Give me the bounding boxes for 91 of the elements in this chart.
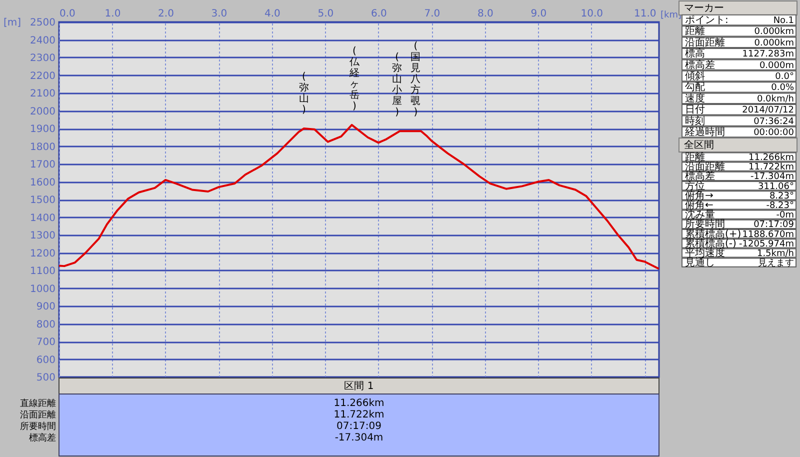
text: 標高差 (685, 170, 715, 182)
text: 俯角→ (685, 189, 714, 202)
y-tick-label: 600 (36, 354, 56, 366)
text: 沿面距離 (685, 36, 725, 48)
text: 0.000m (759, 60, 794, 71)
y-tick-label: 1000 (30, 284, 56, 295)
text: 07:17:09 (754, 220, 794, 230)
y-axis-title: [m] (4, 18, 22, 28)
text: マーカー (684, 3, 724, 14)
y-tick-label: 2000 (30, 106, 56, 118)
y-tick-label: 1400 (30, 212, 56, 224)
text: ポイント: (685, 15, 728, 26)
text: 07:17:09 (336, 421, 382, 432)
text: 所要時間 (685, 218, 725, 230)
y-tick-label: 900 (36, 302, 56, 312)
text: 8.23° (769, 191, 794, 202)
text: 11.722km (748, 162, 794, 173)
text: -0m (776, 210, 794, 221)
text: -8.23° (766, 201, 794, 211)
y-tick-label: 1900 (30, 124, 56, 135)
y-tick-label: 1200 (30, 248, 56, 260)
text: 傾斜 (685, 70, 705, 82)
text: 方位 (685, 180, 705, 192)
x-tick-label: 7.0 (424, 8, 440, 20)
y-tick-label: 2300 (30, 53, 56, 64)
y-tick-label: 1100 (30, 266, 56, 277)
text: 経過時間 (684, 126, 725, 138)
text: 速度 (685, 92, 705, 104)
text: -17.304m (750, 172, 794, 182)
text: 0.0° (775, 72, 794, 82)
text: 07:36:24 (754, 116, 794, 127)
text: 累積標高(+) (685, 228, 742, 240)
text: 1188.670m (742, 230, 794, 240)
y-tick-label: 2500 (30, 18, 56, 28)
text: 標高差 (29, 432, 56, 444)
y-tick-label: 2400 (30, 35, 56, 46)
text: 見通し (685, 256, 715, 269)
text: 距離 (685, 25, 705, 38)
text: 0.000km (754, 38, 794, 48)
text: 全区間 (684, 139, 714, 151)
text: 区間 1 (344, 381, 374, 392)
text: 11.266km (748, 153, 794, 163)
annotation: (弥山) (298, 72, 309, 116)
text: 11.266km (334, 398, 384, 409)
y-tick-label: 1500 (30, 195, 56, 206)
text: 所要時間 (20, 421, 56, 432)
text: 1.5km/h (756, 249, 794, 259)
y-tick-label: 1300 (30, 230, 56, 242)
y-tick-label: 2100 (30, 88, 56, 100)
text: 0.000km (754, 27, 794, 38)
y-tick-label: 1700 (30, 160, 56, 170)
x-tick-label: 10.0 (580, 8, 604, 20)
text: 1127.283m (742, 50, 794, 60)
text: 沿面距離 (20, 410, 56, 420)
y-tick-label: 1600 (30, 177, 56, 188)
text: 距離 (685, 151, 705, 163)
x-tick-label: 8.0 (477, 8, 494, 20)
text: 11.722km (334, 410, 384, 420)
y-tick-label: 2200 (30, 70, 56, 82)
text: 直線距離 (20, 398, 56, 409)
x-tick-label: 6.0 (370, 8, 387, 20)
text: 日付 (685, 104, 705, 116)
text: 見えます (758, 258, 794, 269)
text: -17.304m (334, 432, 384, 444)
text: 311.06° (758, 182, 794, 192)
x-tick-label: 1.0 (104, 8, 121, 20)
text: 標高差 (685, 58, 715, 71)
x-tick-label: 3.0 (211, 8, 228, 20)
text: 00:00:00 (754, 128, 794, 138)
x-tick-label: 0.0 (60, 8, 76, 20)
text: 平均速度 (685, 247, 725, 259)
x-tick-label: 2.0 (158, 8, 174, 20)
text: 0.0km/h (756, 94, 794, 104)
text: 0.0% (771, 83, 794, 94)
line-series (58, 124, 660, 270)
text: 俯角← (685, 199, 714, 211)
x-tick-label: 4.0 (264, 8, 280, 20)
y-tick-label: 500 (36, 372, 56, 384)
text: No.1 (773, 16, 794, 26)
text: 時刻 (685, 114, 705, 127)
x-tick-label: 9.0 (530, 8, 547, 20)
y-tick-label: 800 (36, 319, 56, 330)
x-tick-label: 11.0 (634, 8, 656, 20)
text: 標高 (685, 48, 705, 60)
text: -1205.974m (739, 239, 794, 250)
x-tick-label: 5.0 (318, 8, 334, 20)
y-tick-label: 700 (36, 337, 56, 348)
text: 勾配 (685, 81, 705, 94)
y-tick-label: 1800 (30, 142, 56, 153)
text: 2014/07/12 (742, 106, 794, 116)
text: 累積標高(-) (685, 237, 737, 250)
